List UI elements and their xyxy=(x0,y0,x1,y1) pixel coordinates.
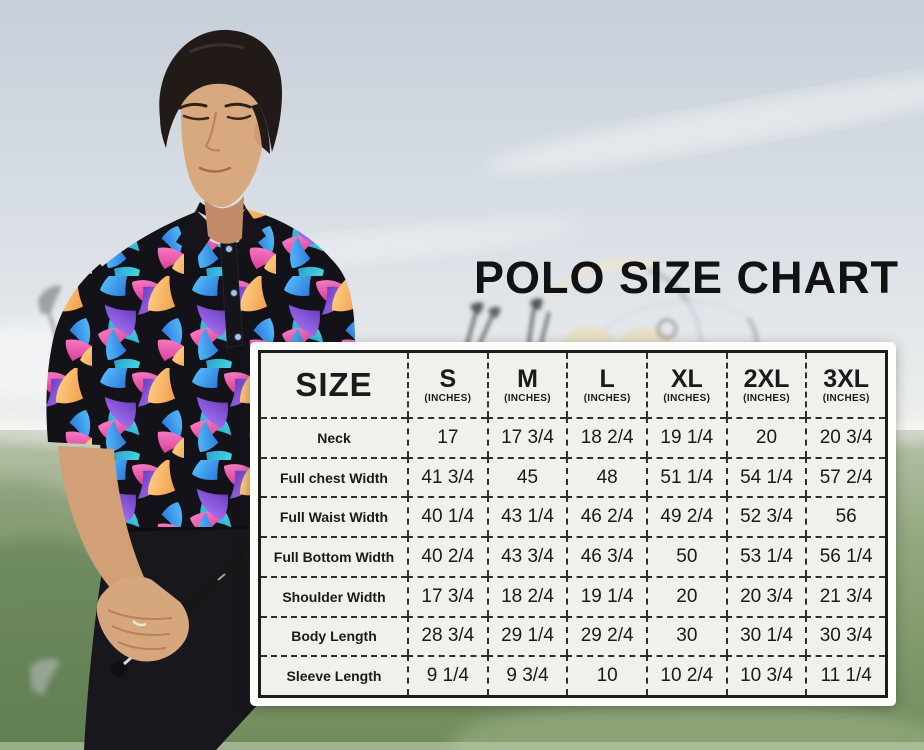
measurement-value: 19 1/4 xyxy=(645,417,726,457)
measurement-value: 40 1/4 xyxy=(407,496,487,537)
measurement-value: 48 xyxy=(566,456,646,497)
hair xyxy=(159,29,282,152)
measurement-value: 10 2/4 xyxy=(645,655,726,695)
size-column-header: 3XL (INCHES) xyxy=(805,353,885,417)
measurement-value: 46 2/4 xyxy=(566,496,646,537)
measurement-value: 41 3/4 xyxy=(407,456,487,497)
size-column-header: S (INCHES) xyxy=(407,353,487,417)
size-column-header: XL (INCHES) xyxy=(645,353,726,417)
measurement-row-label: Full Waist Width xyxy=(261,496,407,536)
measurement-value: 19 1/4 xyxy=(566,575,646,616)
measurement-value: 56 1/4 xyxy=(805,536,885,576)
measurement-value: 20 3/4 xyxy=(805,417,885,457)
measurement-value: 52 3/4 xyxy=(725,496,806,537)
measurement-value: 30 3/4 xyxy=(805,615,885,656)
button xyxy=(234,333,242,341)
size-unit-label: (INCHES) xyxy=(743,393,790,405)
measurement-row-label: Full chest Width xyxy=(261,456,407,497)
measurement-value: 17 xyxy=(407,417,487,457)
size-unit-label: (INCHES) xyxy=(663,393,711,405)
head xyxy=(159,29,282,244)
measurement-value: 45 xyxy=(486,456,567,497)
measurement-row-label: Full Bottom Width xyxy=(261,536,407,576)
ring xyxy=(132,620,147,627)
size-column-header: L (INCHES) xyxy=(566,353,646,417)
size-column-header: M (INCHES) xyxy=(486,353,567,417)
measurement-value: 29 1/4 xyxy=(486,615,567,656)
measurement-value: 9 1/4 xyxy=(407,655,487,695)
size-chart-title: POLO SIZE CHART xyxy=(474,252,900,303)
size-label: L xyxy=(599,364,615,393)
measurement-value: 54 1/4 xyxy=(725,456,806,497)
measurement-row-label: Neck xyxy=(261,417,407,457)
measurement-value: 10 3/4 xyxy=(725,655,806,695)
measurement-value: 57 2/4 xyxy=(805,456,885,497)
measurement-value: 40 2/4 xyxy=(407,536,487,576)
measurement-value: 51 1/4 xyxy=(645,456,726,497)
mouth xyxy=(198,166,232,173)
measurement-value: 20 3/4 xyxy=(725,575,806,616)
measurement-value: 28 3/4 xyxy=(407,615,487,656)
size-chart-frame: SIZE S (INCHES) M (INCHES) L (INCHES) XL (INCHES… xyxy=(258,350,888,698)
size-unit-label: (INCHES) xyxy=(504,393,551,405)
eye xyxy=(182,114,210,121)
measurement-value: 29 2/4 xyxy=(566,615,646,656)
size-label: 3XL xyxy=(823,364,870,393)
measurement-row-label: Body Length xyxy=(261,615,407,656)
size-unit-label: (INCHES) xyxy=(424,393,472,405)
button xyxy=(230,289,238,297)
size-label: 2XL xyxy=(743,364,790,393)
measurement-value: 43 1/4 xyxy=(486,496,567,537)
nose xyxy=(204,111,221,152)
size-unit-label: (INCHES) xyxy=(583,393,631,405)
measurement-value: 43 3/4 xyxy=(486,536,567,576)
measurement-value: 17 3/4 xyxy=(407,575,487,616)
measurement-value: 18 2/4 xyxy=(486,575,567,616)
size-label: M xyxy=(517,364,538,393)
size-chart-table: SIZE S (INCHES) M (INCHES) L (INCHES) XL (INCHES… xyxy=(261,353,885,695)
size-column-header: 2XL (INCHES) xyxy=(725,353,806,417)
size-chart-card: SIZE S (INCHES) M (INCHES) L (INCHES) XL (INCHES… xyxy=(250,342,896,706)
measurement-value: 17 3/4 xyxy=(486,417,567,457)
size-label: XL xyxy=(670,364,703,393)
measurement-value: 30 xyxy=(645,615,726,656)
measurement-value: 11 1/4 xyxy=(805,655,885,695)
measurement-value: 53 1/4 xyxy=(725,536,806,576)
measurement-value: 9 3/4 xyxy=(486,655,567,695)
measurement-value: 20 xyxy=(645,575,726,616)
measurement-value: 49 2/4 xyxy=(645,496,726,537)
measurement-value: 20 xyxy=(725,417,806,457)
size-label: S xyxy=(439,364,457,393)
eye xyxy=(226,114,252,120)
size-unit-label: (INCHES) xyxy=(822,393,870,405)
measurement-value: 18 2/4 xyxy=(566,417,646,457)
measurement-value: 21 3/4 xyxy=(805,575,885,616)
button xyxy=(225,245,233,253)
size-chart-corner-label: SIZE xyxy=(295,366,373,403)
measurement-value: 10 xyxy=(566,655,646,695)
club-head-in-grass-icon xyxy=(30,658,60,696)
measurement-value: 56 xyxy=(805,496,885,537)
measurement-value: 50 xyxy=(645,536,726,576)
measurement-value: 30 1/4 xyxy=(725,615,806,656)
measurement-row-label: Sleeve Length xyxy=(261,655,407,695)
belt xyxy=(111,525,251,532)
arm-and-club xyxy=(58,446,259,677)
measurement-value: 46 3/4 xyxy=(566,536,646,576)
measurement-row-label: Shoulder Width xyxy=(261,575,407,616)
